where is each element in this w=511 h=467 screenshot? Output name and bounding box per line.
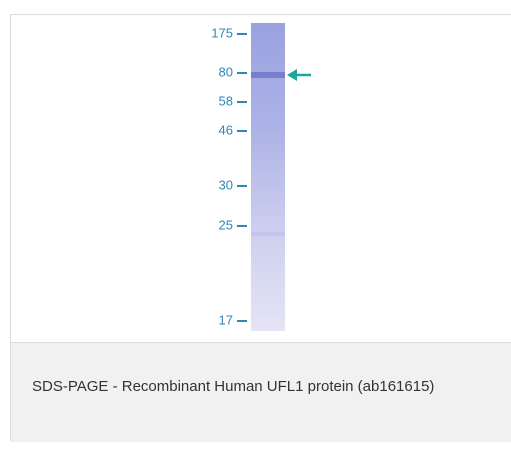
band-arrow: [287, 69, 311, 81]
gel-lane: [251, 23, 285, 331]
gel-image: 175 80 58 46 30 25 17: [11, 15, 511, 342]
marker-label: 46: [219, 122, 233, 137]
marker-label: 17: [219, 312, 233, 327]
marker-label: 25: [219, 217, 233, 232]
marker-label: 58: [219, 93, 233, 108]
protein-band: [251, 72, 285, 78]
marker-label: 80: [219, 64, 233, 79]
faint-band: [251, 232, 285, 236]
marker-label: 30: [219, 177, 233, 192]
caption: SDS-PAGE - Recombinant Human UFL1 protei…: [11, 342, 511, 442]
marker-label: 175: [211, 25, 233, 40]
figure-card: 175 80 58 46 30 25 17 SDS-PAGE - Recombinant H…: [10, 14, 511, 441]
